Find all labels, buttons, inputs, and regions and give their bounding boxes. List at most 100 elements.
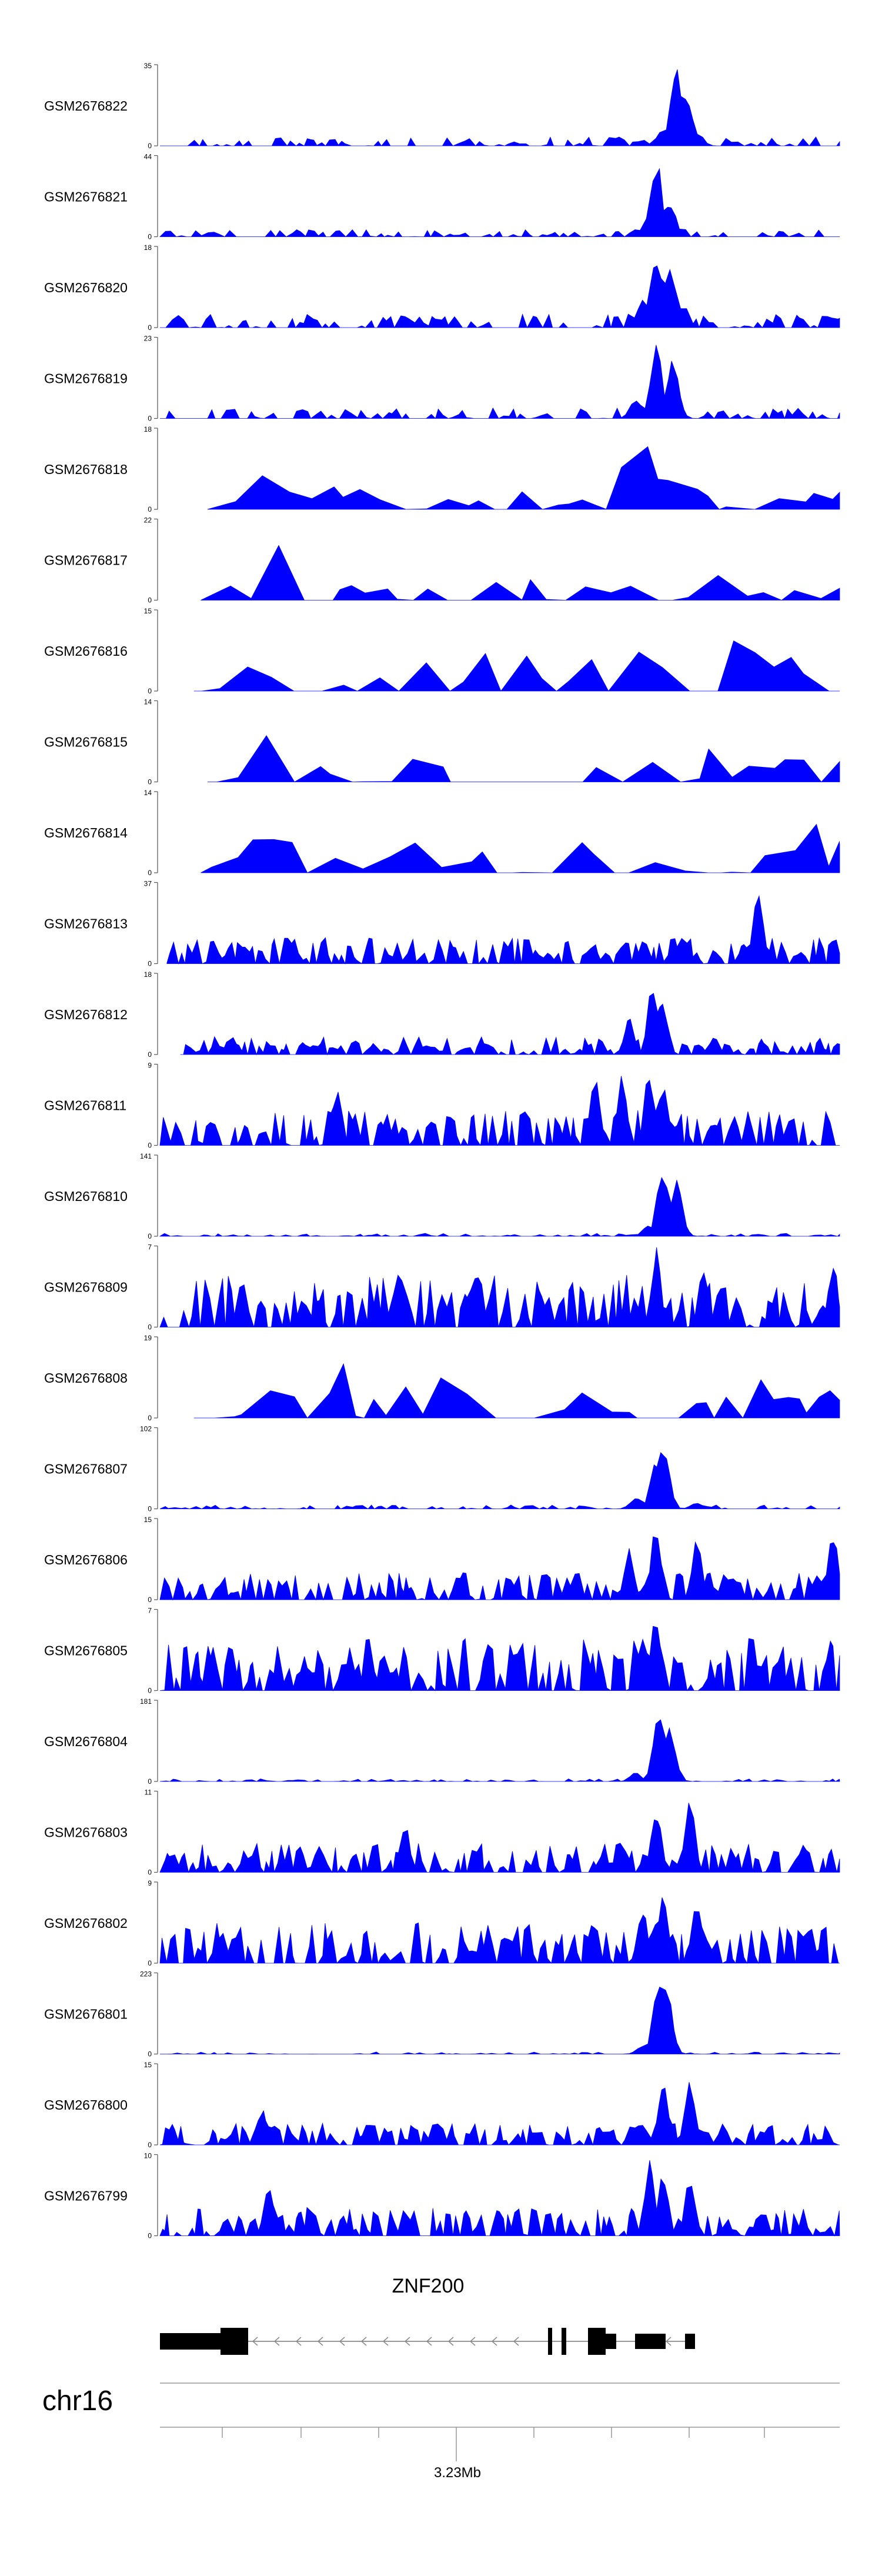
- track-label: GSM2676814: [44, 825, 128, 840]
- exon: [160, 2333, 220, 2350]
- track: GSM2676809 7 0: [44, 1243, 840, 1332]
- coverage-area: [207, 446, 840, 510]
- coverage-area: [159, 1247, 840, 1328]
- y-max-label: 19: [144, 1334, 152, 1342]
- y-min-label: 0: [148, 1505, 152, 1513]
- genome-axis: chr16 3.23Mb: [42, 2383, 840, 2481]
- track: GSM2676811 9 0: [44, 1062, 840, 1150]
- y-max-label: 15: [144, 607, 152, 615]
- strand-arrow: [491, 2337, 497, 2346]
- coverage-area: [159, 1719, 840, 1782]
- strand-arrow: [404, 2337, 410, 2346]
- strand-arrow: [295, 2337, 302, 2346]
- y-min-label: 0: [148, 687, 152, 695]
- y-max-label: 15: [144, 2061, 152, 2069]
- strand-arrow: [469, 2337, 476, 2346]
- y-max-label: 7: [148, 1607, 152, 1615]
- y-max-label: 18: [144, 243, 152, 252]
- strand-arrow: [252, 2337, 258, 2346]
- y-min-label: 0: [148, 596, 152, 605]
- y-min-label: 0: [148, 869, 152, 877]
- track: GSM2676800 15 0: [44, 2061, 840, 2149]
- track: GSM2676822 35 0: [44, 62, 840, 150]
- y-max-label: 10: [144, 2152, 152, 2160]
- y-max-label: 102: [140, 1425, 152, 1433]
- coverage-area: [201, 823, 840, 873]
- track-label: GSM2676815: [44, 735, 128, 750]
- y-max-label: 14: [144, 789, 152, 797]
- track: GSM2676819 23 0: [44, 335, 840, 423]
- y-min-label: 0: [148, 960, 152, 968]
- strand-arrow: [447, 2337, 454, 2346]
- y-min-label: 0: [148, 1050, 152, 1059]
- y-max-label: 44: [144, 153, 152, 161]
- y-min-label: 0: [148, 1596, 152, 1604]
- strand-arrow: [665, 2337, 671, 2346]
- coverage-area: [159, 1536, 840, 1601]
- y-max-label: 15: [144, 1516, 152, 1524]
- track: GSM2676813 37 0: [44, 880, 840, 968]
- coverage-area: [159, 2160, 840, 2237]
- coverage-area: [160, 345, 840, 419]
- track-label: GSM2676819: [44, 371, 128, 386]
- track-label: GSM2676822: [44, 98, 128, 114]
- track-label: GSM2676818: [44, 462, 128, 477]
- y-max-label: 18: [144, 425, 152, 433]
- y-min-label: 0: [148, 1959, 152, 1967]
- exon: [635, 2334, 666, 2349]
- track-label: GSM2676803: [44, 1825, 128, 1840]
- y-max-label: 23: [144, 335, 152, 343]
- y-min-label: 0: [148, 1142, 152, 1150]
- y-min-label: 0: [148, 2050, 152, 2058]
- coverage-area: [160, 265, 840, 329]
- exon: [220, 2328, 248, 2355]
- y-max-label: 22: [144, 516, 152, 525]
- coverage-area: [166, 895, 840, 965]
- track: GSM2676804 181 0: [44, 1697, 840, 1786]
- track: GSM2676821 44 0: [44, 153, 840, 241]
- coverage-area: [159, 2082, 840, 2146]
- y-min-label: 0: [148, 1687, 152, 1695]
- y-max-label: 7: [148, 1243, 152, 1252]
- coverage-area: [201, 545, 840, 600]
- track-label: GSM2676806: [44, 1552, 128, 1567]
- x-tick-label: 3.23Mb: [434, 2465, 481, 2481]
- y-max-label: 9: [148, 1062, 152, 1070]
- exon: [548, 2328, 552, 2355]
- track: GSM2676814 14 0: [44, 789, 840, 877]
- track-label: GSM2676799: [44, 2188, 128, 2204]
- y-min-label: 0: [148, 1232, 152, 1240]
- exon: [606, 2334, 616, 2349]
- track: GSM2676803 11 0: [44, 1788, 840, 1877]
- coverage-area: [207, 735, 840, 783]
- strand-arrow: [317, 2337, 323, 2346]
- track: GSM2676805 7 0: [44, 1607, 840, 1695]
- track: GSM2676807 102 0: [44, 1425, 840, 1513]
- strand-arrow: [382, 2337, 389, 2346]
- coverage-area: [193, 1363, 840, 1419]
- track-label: GSM2676813: [44, 916, 128, 932]
- coverage-area: [159, 1177, 840, 1237]
- y-min-label: 0: [148, 142, 152, 150]
- track-label: GSM2676804: [44, 1734, 128, 1749]
- track: GSM2676820 18 0: [44, 243, 840, 332]
- strand-arrow: [273, 2337, 280, 2346]
- track-label: GSM2676805: [44, 1643, 128, 1659]
- track-label: GSM2676821: [44, 189, 128, 205]
- y-min-label: 0: [148, 1414, 152, 1422]
- track: GSM2676818 18 0: [44, 425, 840, 513]
- exon: [685, 2334, 695, 2349]
- y-max-label: 35: [144, 62, 152, 70]
- track: GSM2676799 10 0: [44, 2152, 840, 2240]
- y-max-label: 18: [144, 970, 152, 979]
- track-label: GSM2676809: [44, 1280, 128, 1295]
- coverage-area: [159, 1626, 840, 1692]
- track-label: GSM2676812: [44, 1007, 128, 1022]
- strand-arrow: [426, 2337, 432, 2346]
- track: GSM2676812 18 0: [44, 970, 840, 1059]
- strand-arrow: [513, 2337, 519, 2346]
- track-label: GSM2676816: [44, 643, 128, 659]
